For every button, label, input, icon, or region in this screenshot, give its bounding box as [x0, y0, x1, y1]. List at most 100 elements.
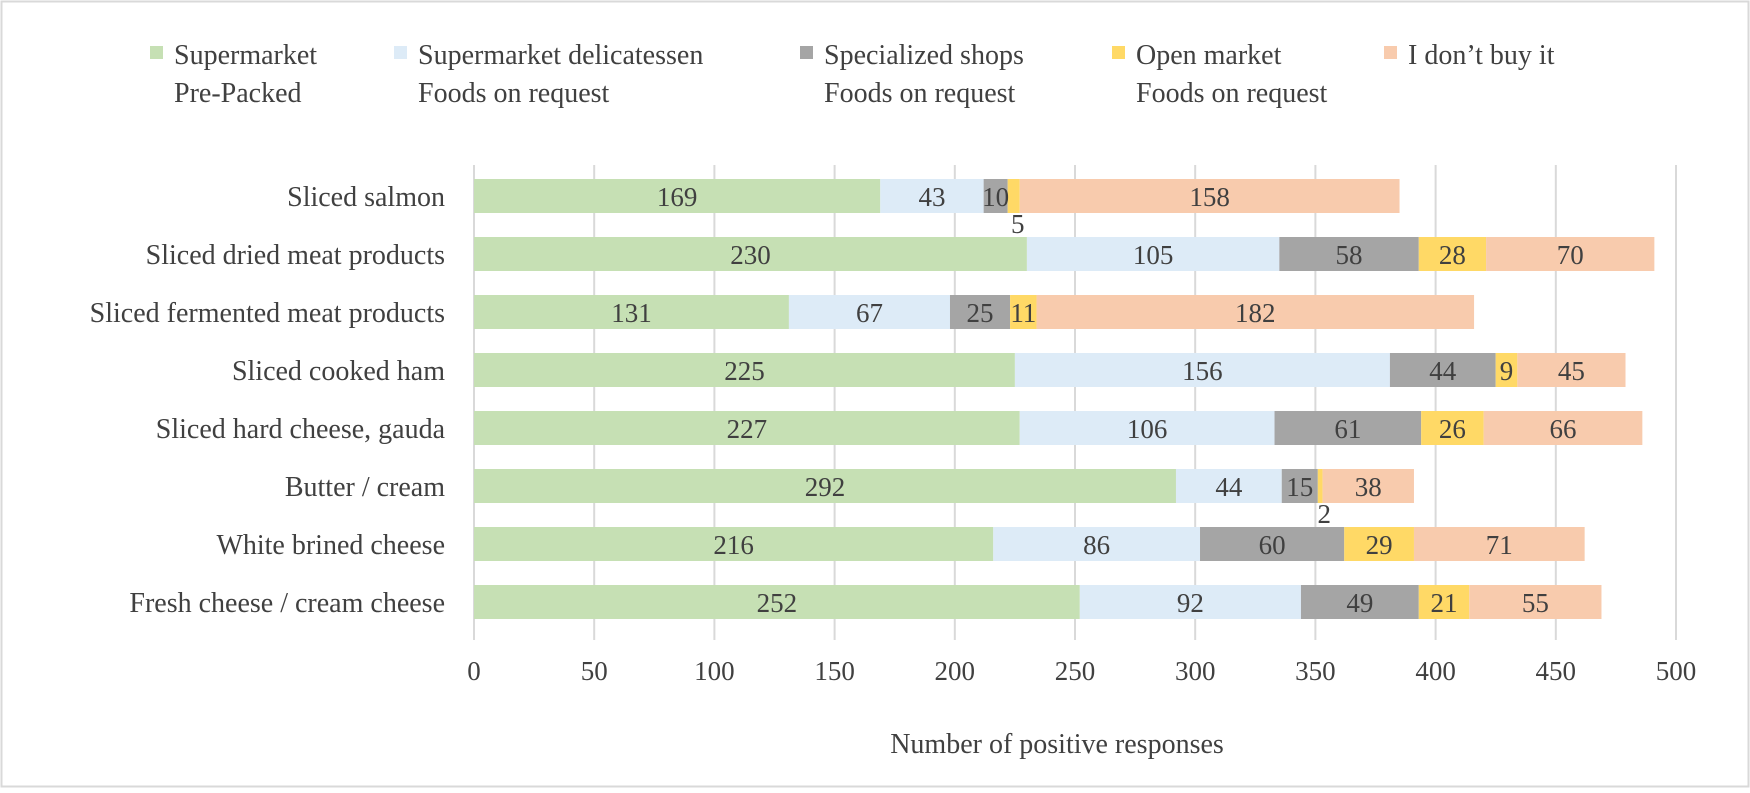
legend-label: Specialized shops: [824, 40, 1024, 71]
data-label: 86: [1083, 530, 1110, 560]
bar-segment: [474, 585, 1080, 619]
data-label: 225: [724, 356, 765, 386]
bar-segment: [1517, 353, 1626, 387]
x-axis-title: Number of positive responses: [890, 729, 1224, 760]
legend-label: Supermarket delicatessen: [418, 40, 703, 71]
data-label: 5: [1011, 209, 1025, 239]
data-label: 25: [967, 298, 994, 328]
category-label: Sliced salmon: [287, 182, 445, 213]
data-label: 156: [1182, 356, 1223, 386]
data-label: 26: [1439, 414, 1466, 444]
data-label: 21: [1431, 588, 1458, 618]
data-label: 230: [730, 240, 771, 270]
data-label: 182: [1235, 298, 1276, 328]
bar-segment: [880, 179, 984, 213]
bar-segment: [1200, 527, 1345, 561]
legend-label: I don’t buy it: [1408, 40, 1555, 71]
data-label: 60: [1259, 530, 1286, 560]
bar-segment: [1486, 237, 1655, 271]
bar-segment: [1418, 237, 1487, 271]
legend-swatch: [150, 46, 163, 59]
bar-segment: [983, 179, 1008, 213]
x-tick-label: 400: [1415, 656, 1456, 686]
bar-segment: [993, 527, 1201, 561]
bar-segment: [1019, 179, 1400, 213]
category-label: Sliced cooked ham: [232, 356, 445, 387]
x-tick-label: 200: [935, 656, 976, 686]
bar-segment: [1469, 585, 1602, 619]
data-label: 28: [1439, 240, 1466, 270]
category-label: Sliced fermented meat products: [90, 298, 445, 329]
legend-label: Supermarket: [174, 40, 317, 71]
data-label: 169: [657, 182, 698, 212]
data-label: 11: [1010, 298, 1036, 328]
bar-segment: [949, 295, 1011, 329]
data-label: 292: [805, 472, 846, 502]
legend-swatch: [1384, 46, 1397, 59]
data-label: 158: [1189, 182, 1230, 212]
legend-swatch: [800, 46, 813, 59]
bar-segment: [474, 179, 881, 213]
category-label: White brined cheese: [216, 530, 445, 561]
x-tick-label: 450: [1536, 656, 1577, 686]
data-label: 55: [1522, 588, 1549, 618]
legend-swatch: [1112, 46, 1125, 59]
bar-segment: [1010, 295, 1037, 329]
category-label: Butter / cream: [285, 472, 445, 503]
data-label: 44: [1429, 356, 1457, 386]
bar-segment: [788, 295, 950, 329]
x-tick-label: 50: [581, 656, 608, 686]
bar-segment: [1418, 585, 1470, 619]
bar-segment: [1036, 295, 1475, 329]
data-labels: 169 43 105 158 230 105 58 28 70 131 67 25 11 182 225 15…: [611, 182, 1585, 618]
bars: [474, 179, 1655, 619]
data-label: 45: [1558, 356, 1585, 386]
legend-label: Pre-Packed: [174, 78, 302, 109]
bar-segment: [1413, 527, 1585, 561]
x-tick-label: 150: [814, 656, 855, 686]
data-label: 61: [1334, 414, 1361, 444]
bar-segment: [474, 469, 1176, 503]
bar-segment: [1389, 353, 1496, 387]
category-axis: Sliced salmon Sliced dried meat products S…: [90, 182, 446, 619]
bar-segment: [1495, 353, 1518, 387]
bar-segment: [474, 237, 1027, 271]
category-label: Fresh cheese / cream cheese: [129, 588, 445, 619]
legend-label: Foods on request: [824, 78, 1016, 109]
data-label: 15: [1286, 472, 1313, 502]
category-label: Sliced dried meat products: [146, 240, 445, 271]
bar-segment: [1317, 469, 1323, 503]
category-label: Sliced hard cheese, gauda: [156, 414, 446, 445]
data-label: 58: [1336, 240, 1363, 270]
data-label: 131: [611, 298, 652, 328]
legend-label: Foods on request: [1136, 78, 1328, 109]
bar-segment: [1014, 353, 1390, 387]
bar-segment: [1279, 237, 1419, 271]
data-label: 216: [713, 530, 754, 560]
x-tick-label: 300: [1175, 656, 1216, 686]
x-tick-label: 250: [1055, 656, 1096, 686]
bar-segment: [1300, 585, 1419, 619]
data-label: 70: [1557, 240, 1584, 270]
bar-segment: [1483, 411, 1643, 445]
bar-segment: [1322, 469, 1414, 503]
data-label: 92: [1177, 588, 1204, 618]
data-label: 252: [757, 588, 798, 618]
data-label: 71: [1486, 530, 1513, 560]
data-label: 2: [1317, 499, 1331, 529]
x-tick-label: 350: [1295, 656, 1336, 686]
data-label: 227: [727, 414, 768, 444]
bar-segment: [1019, 411, 1275, 445]
legend-label: Open market: [1136, 40, 1282, 71]
data-label: 43: [918, 182, 945, 212]
data-label: 38: [1355, 472, 1382, 502]
data-label: 67: [856, 298, 883, 328]
x-tick-label: 0: [467, 656, 481, 686]
bar-segment: [474, 527, 994, 561]
bar-segment: [1007, 179, 1020, 213]
bar-segment: [1026, 237, 1280, 271]
data-label: 10: [982, 182, 1009, 212]
